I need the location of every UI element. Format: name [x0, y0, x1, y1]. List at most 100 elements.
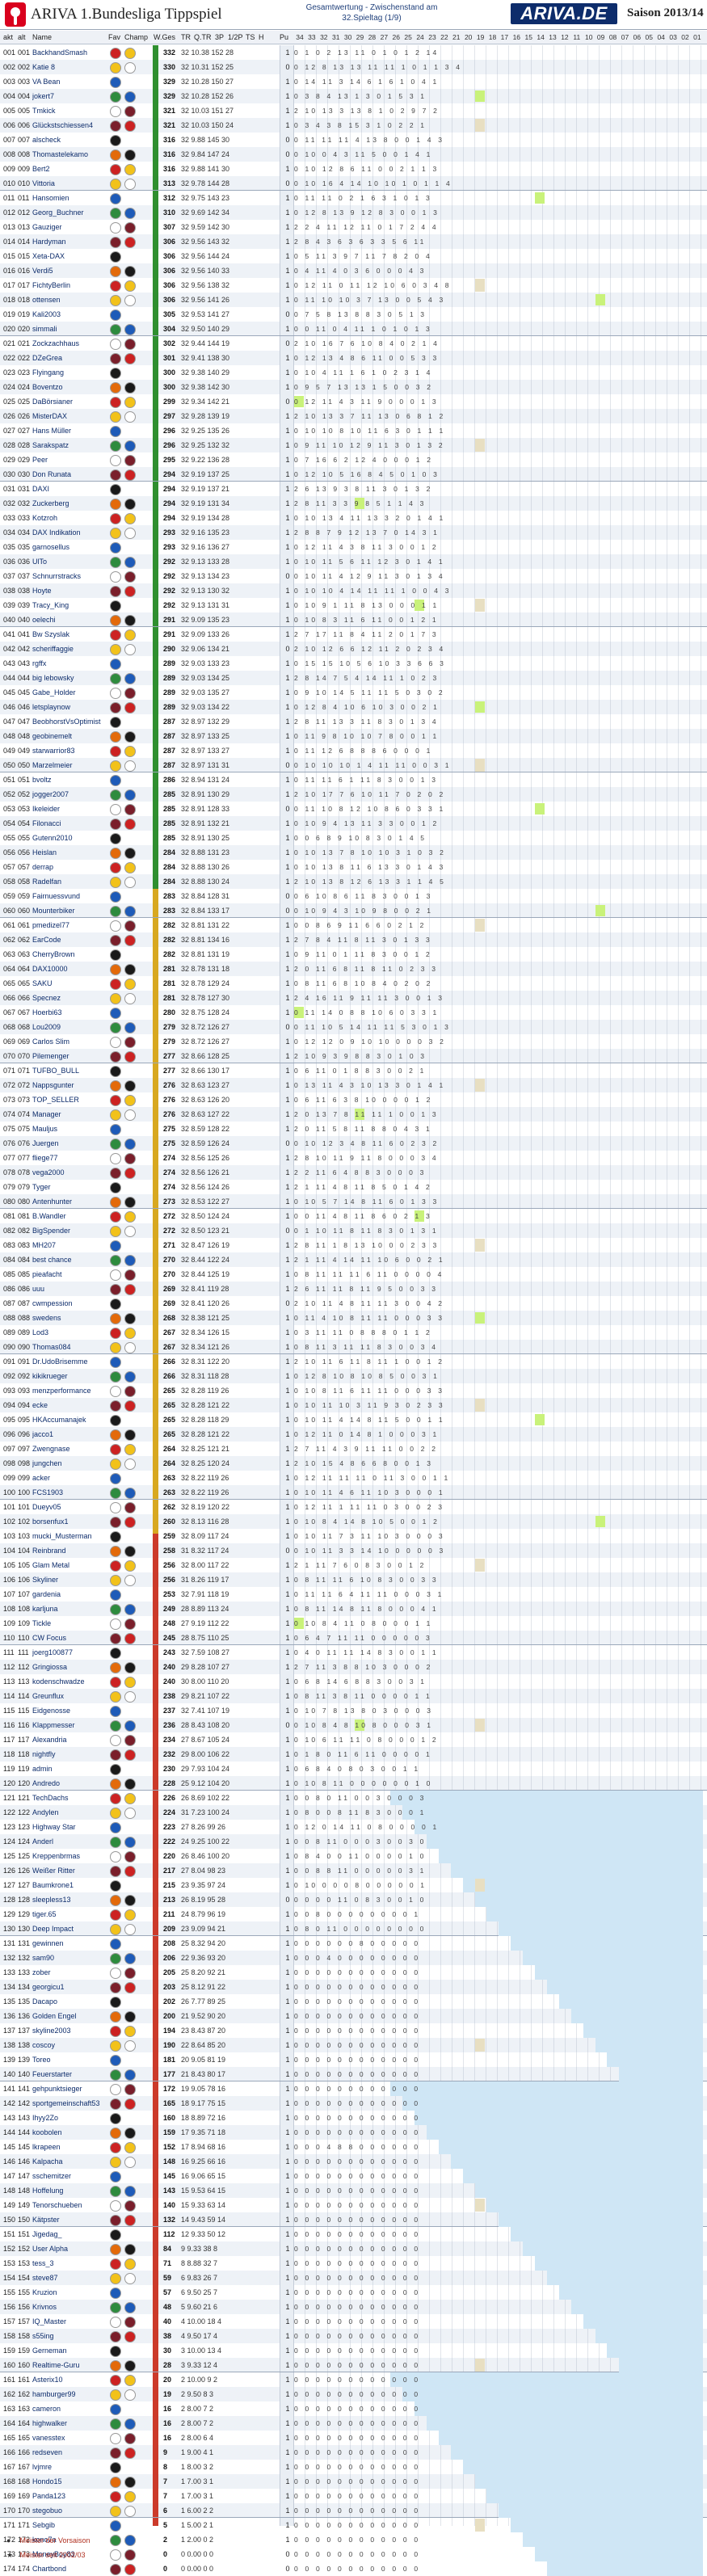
table-row[interactable]: 083 083 MH207 271 32 8.47 126 19 1 2 8 11 1 8 …: [0, 1238, 707, 1252]
username-link[interactable]: Radelfan: [32, 878, 62, 886]
username-link[interactable]: rgffx: [32, 659, 47, 667]
table-row[interactable]: 026 026 MisterDAX 297 32 9.28 139 19 1 2 10 13…: [0, 409, 707, 423]
username-link[interactable]: Eidgenosse: [32, 1707, 71, 1715]
username-link[interactable]: Antenhunter: [32, 1198, 73, 1206]
username-link[interactable]: zober: [32, 1968, 51, 1976]
table-row[interactable]: 145 145 lkrapeen 152 17 8.94 68 16 1 0 0 0 4 8…: [0, 2140, 707, 2154]
col-alt[interactable]: alt: [18, 33, 26, 41]
table-row[interactable]: 142 142 sportgemeinschaft53 165 18 9.17 75 1…: [0, 2096, 707, 2111]
username-link[interactable]: Dueyv05: [32, 1503, 61, 1511]
matchday-header[interactable]: 15: [524, 33, 532, 41]
table-row[interactable]: 009 009 Bert2 316 32 9.88 141 30 1 0 10 12 8 6…: [0, 162, 707, 176]
username-link[interactable]: Gauziger: [32, 223, 62, 231]
table-row[interactable]: 022 022 DZeGrea 301 32 9.41 138 30 1 0 12 13 4…: [0, 351, 707, 365]
matchday-header[interactable]: 27: [380, 33, 389, 41]
table-row[interactable]: 106 106 Skyliner 256 31 8.26 119 17 1 0 8 11 1…: [0, 1572, 707, 1587]
table-row[interactable]: 048 048 geobinemelt 287 32 8.97 133 25 1 0 11 …: [0, 729, 707, 743]
table-row[interactable]: 031 031 DAXI 294 32 9.19 137 21 1 2 6 13 9 3 8…: [0, 482, 707, 496]
matchday-header[interactable]: 03: [669, 33, 677, 41]
table-row[interactable]: 111 111 joerg100877 243 32 7.59 108 27 1 0 4 0…: [0, 1645, 707, 1660]
username-link[interactable]: Zuckerberg: [32, 499, 69, 507]
username-link[interactable]: borsenfux1: [32, 1517, 69, 1526]
username-link[interactable]: Zwengnase: [32, 1445, 70, 1453]
table-row[interactable]: 108 108 karljuna 249 28 8.89 113 24 1 0 8 11 1…: [0, 1602, 707, 1616]
table-row[interactable]: 094 094 ecke 265 32 8.28 121 22 1 0 10 11 10 3…: [0, 1398, 707, 1412]
username-link[interactable]: ecke: [32, 1401, 48, 1409]
table-row[interactable]: 072 072 Nappsgunter 276 32 8.63 123 27 1 0 13 …: [0, 1078, 707, 1092]
table-row[interactable]: 126 126 Weißer Ritter 217 27 8.04 98 23 1 0 0 …: [0, 1863, 707, 1878]
username-link[interactable]: Kruzion: [32, 2288, 57, 2296]
username-link[interactable]: vega2000: [32, 1168, 65, 1176]
table-row[interactable]: 092 092 kikikrueger 266 32 8.31 118 28 1 0 12 …: [0, 1369, 707, 1383]
matchday-header[interactable]: 09: [596, 33, 605, 41]
table-row[interactable]: 017 017 FichtyBerlin 306 32 9.56 138 32 1 0 12…: [0, 278, 707, 293]
username-link[interactable]: Andredo: [32, 1779, 61, 1787]
username-link[interactable]: mucki_Musterman: [32, 1532, 92, 1540]
matchday-header[interactable]: 07: [621, 33, 629, 41]
matchday-header[interactable]: 28: [368, 33, 377, 41]
username-link[interactable]: starwarrior83: [32, 747, 75, 755]
username-link[interactable]: Gabe_Holder: [32, 688, 76, 697]
username-link[interactable]: Juergen: [32, 1139, 59, 1147]
table-row[interactable]: 041 041 Bw Szyslak 291 32 9.09 133 26 1 2 7 17…: [0, 627, 707, 642]
matchday-header[interactable]: 32: [320, 33, 328, 41]
username-link[interactable]: Lod3: [32, 1328, 49, 1336]
username-link[interactable]: Lou2009: [32, 1023, 61, 1031]
table-row[interactable]: 052 052 jogger2007 285 32 8.91 130 29 1 2 10 1…: [0, 787, 707, 802]
username-link[interactable]: fliege77: [32, 1154, 58, 1162]
table-row[interactable]: 059 059 Fairnuessvund 283 32 8.84 128 31 0 0 6…: [0, 889, 707, 903]
username-link[interactable]: oelechi: [32, 616, 56, 624]
table-row[interactable]: 082 082 BigSpender 272 32 8.50 123 21 0 0 1 10…: [0, 1223, 707, 1238]
username-link[interactable]: admin: [32, 1765, 53, 1773]
username-link[interactable]: CherryBrown: [32, 950, 75, 958]
username-link[interactable]: EarCode: [32, 936, 61, 944]
username-link[interactable]: swedens: [32, 1314, 61, 1322]
matchday-header[interactable]: 17: [500, 33, 509, 41]
col-champ[interactable]: Champ: [124, 33, 149, 41]
username-link[interactable]: jogger2007: [32, 790, 69, 798]
username-link[interactable]: geobinemelt: [32, 732, 73, 740]
table-row[interactable]: 033 033 Kotzroh 294 32 9.19 134 28 1 0 10 13 4…: [0, 511, 707, 525]
username-link[interactable]: jacco1: [32, 1430, 54, 1438]
username-link[interactable]: Tickle: [32, 1619, 52, 1627]
matchday-header[interactable]: 34: [296, 33, 304, 41]
table-row[interactable]: 088 088 swedens 268 32 8.38 121 25 1 0 11 4 10…: [0, 1311, 707, 1325]
username-link[interactable]: menzperformance: [32, 1387, 91, 1395]
username-link[interactable]: MisterDAX: [32, 412, 68, 420]
table-row[interactable]: 018 018 ottensen 306 32 9.56 141 26 1 0 11 10 …: [0, 293, 707, 307]
username-link[interactable]: User Alpha: [32, 2245, 69, 2253]
table-row[interactable]: 137 137 skyline2003 194 23 8.43 87 20 1 0 0 0 …: [0, 2023, 707, 2038]
matchday-header[interactable]: 22: [440, 33, 448, 41]
username-link[interactable]: Don Runata: [32, 470, 72, 478]
username-link[interactable]: Klappmesser: [32, 1721, 75, 1729]
username-link[interactable]: Bert2: [32, 165, 50, 173]
table-row[interactable]: 073 073 TOP_SELLER 276 32 8.63 126 20 1 0 6 11…: [0, 1092, 707, 1107]
username-link[interactable]: georgicu1: [32, 1983, 65, 1991]
table-row[interactable]: 063 063 CherryBrown 282 32 8.81 131 19 1 0 9 1…: [0, 947, 707, 962]
username-link[interactable]: Deep Impact: [32, 1925, 74, 1933]
table-row[interactable]: 147 147 sschemitzer 145 16 9.06 65 15 1 0 0 0 …: [0, 2169, 707, 2183]
table-row[interactable]: 129 129 tiger.65 211 24 8.79 96 19 1 0 0 8 0 0…: [0, 1907, 707, 1921]
table-row[interactable]: 023 023 Flyingang 300 32 9.38 140 29 1 0 10 4 …: [0, 365, 707, 380]
username-link[interactable]: Tracy_King: [32, 601, 69, 609]
username-link[interactable]: sschemitzer: [32, 2172, 72, 2180]
username-link[interactable]: Anderl: [32, 1837, 54, 1846]
matchday-header[interactable]: 30: [343, 33, 352, 41]
table-row[interactable]: 001 001 BackhandSmash 332 32 10.38 152 28 1 0 …: [0, 45, 707, 60]
table-row[interactable]: 087 087 cwmpession 269 32 8.41 120 26 0 2 10 1…: [0, 1296, 707, 1311]
table-row[interactable]: 040 040 oelechi 291 32 9.09 135 23 1 0 10 8 3 …: [0, 612, 707, 627]
table-row[interactable]: 133 133 zober 205 25 8.20 92 21 1 0 0 0 0 0 0 …: [0, 1965, 707, 1980]
username-link[interactable]: Hoyte: [32, 587, 52, 595]
table-row[interactable]: 003 003 VA Bean 329 32 10.28 150 27 1 0 14 11 …: [0, 74, 707, 89]
col-tr[interactable]: TR: [181, 33, 191, 41]
username-link[interactable]: Greunflux: [32, 1692, 65, 1700]
table-row[interactable]: 085 085 pieafacht 270 32 8.44 125 19 1 0 8 11 …: [0, 1267, 707, 1282]
username-link[interactable]: Ihyy2Zo: [32, 2114, 59, 2122]
table-row[interactable]: 068 068 Lou2009 279 32 8.72 126 27 0 0 11 10 5…: [0, 1020, 707, 1034]
